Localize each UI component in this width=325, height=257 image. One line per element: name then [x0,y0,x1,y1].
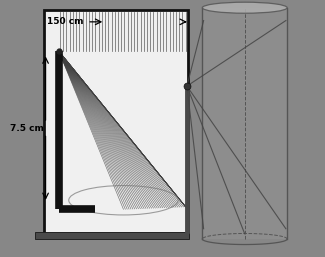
Ellipse shape [202,2,287,13]
Bar [202,8,287,239]
Text: 150 cm: 150 cm [47,17,83,26]
Text: 7.5 cm: 7.5 cm [10,124,44,133]
Bar [35,232,189,239]
Bar [44,10,188,236]
